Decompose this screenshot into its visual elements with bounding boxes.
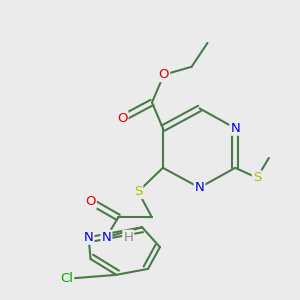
Text: N: N	[230, 122, 240, 135]
Text: N: N	[195, 181, 204, 194]
Text: O: O	[85, 195, 96, 208]
Text: S: S	[134, 185, 142, 198]
Text: O: O	[159, 68, 169, 81]
Text: N: N	[101, 231, 111, 244]
Text: Cl: Cl	[60, 272, 73, 285]
Text: O: O	[117, 112, 128, 125]
Text: H: H	[123, 231, 133, 244]
Text: N: N	[84, 231, 93, 244]
Text: S: S	[253, 171, 261, 184]
